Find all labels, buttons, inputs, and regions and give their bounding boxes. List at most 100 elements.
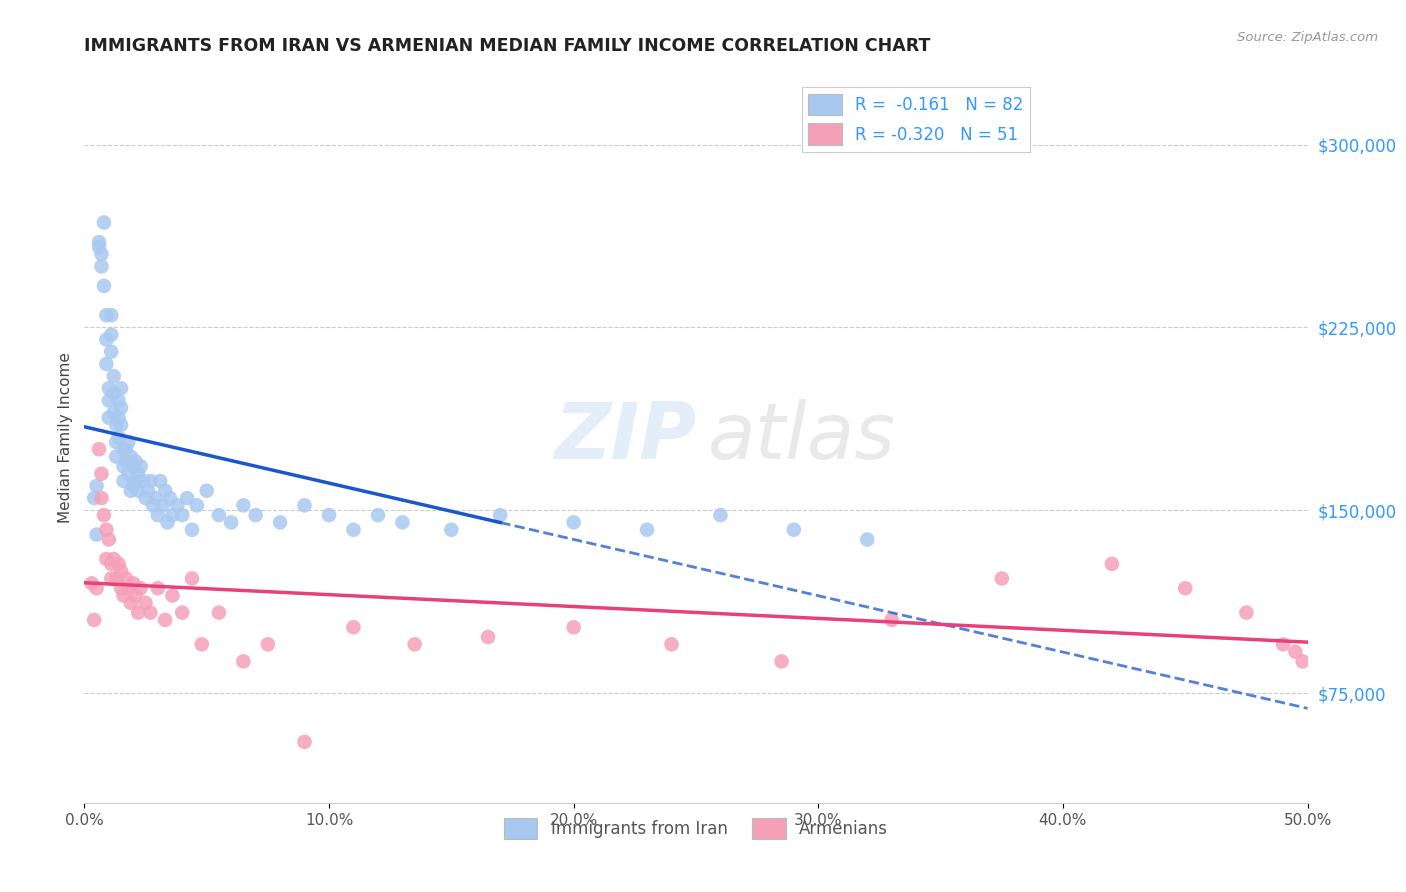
Point (181, 523, 204, 537)
Point (294, 499, 316, 513)
Point (120, 450, 142, 464)
Point (125, 474, 148, 488)
Point (120, 483, 142, 498)
Point (709, 508, 731, 522)
Point (120, 596, 142, 610)
Point (96, 308, 118, 322)
Point (208, 606, 231, 620)
Text: Source: ZipAtlas.com: Source: ZipAtlas.com (1237, 31, 1378, 45)
Point (100, 572, 122, 586)
Point (191, 637, 214, 651)
Point (186, 499, 208, 513)
Point (318, 508, 340, 522)
Point (86, 527, 108, 541)
Point (208, 508, 231, 522)
Point (112, 442, 135, 457)
Y-axis label: Median Family Income: Median Family Income (58, 351, 73, 523)
Point (105, 572, 128, 586)
Legend: Immigrants from Iran, Armenians: Immigrants from Iran, Armenians (498, 811, 894, 846)
Point (562, 516, 585, 530)
Point (132, 474, 155, 488)
Point (391, 516, 413, 530)
Point (83, 613, 105, 627)
Point (166, 499, 188, 513)
Point (1292, 654, 1315, 668)
Point (117, 467, 139, 481)
Point (489, 508, 512, 522)
Point (112, 459, 135, 474)
Point (97, 393, 120, 408)
Point (96, 552, 118, 566)
Point (112, 474, 135, 488)
Point (110, 564, 132, 578)
Point (880, 613, 903, 627)
Point (115, 454, 138, 468)
Point (103, 552, 125, 566)
Point (1174, 581, 1197, 595)
Point (162, 508, 184, 522)
Point (153, 483, 176, 498)
Point (232, 654, 254, 668)
Point (294, 735, 316, 749)
Text: IMMIGRANTS FROM IRAN VS ARMENIAN MEDIAN FAMILY INCOME CORRELATION CHART: IMMIGRANTS FROM IRAN VS ARMENIAN MEDIAN … (84, 37, 931, 54)
Point (783, 523, 806, 537)
Point (661, 637, 683, 651)
Point (176, 491, 198, 505)
Point (96, 333, 118, 347)
Point (90, 247, 112, 261)
Point (129, 581, 152, 595)
Point (269, 516, 291, 530)
Point (152, 499, 174, 513)
Point (404, 637, 426, 651)
Point (83, 491, 105, 505)
Point (105, 417, 128, 432)
Point (110, 417, 132, 432)
Point (135, 491, 157, 505)
Point (100, 308, 122, 322)
Point (149, 474, 172, 488)
Point (143, 491, 166, 505)
Point (122, 479, 145, 493)
Point (1101, 557, 1123, 571)
Point (93, 279, 115, 293)
Point (136, 483, 159, 498)
Point (146, 508, 169, 522)
Point (636, 523, 658, 537)
Text: ZIP: ZIP (554, 399, 696, 475)
Point (562, 620, 585, 634)
Point (172, 606, 194, 620)
Point (232, 499, 254, 513)
Point (125, 589, 148, 603)
Point (90, 467, 112, 481)
Point (342, 620, 364, 634)
Point (1236, 606, 1258, 620)
Point (122, 459, 145, 474)
Point (107, 393, 129, 408)
Point (115, 572, 138, 586)
Point (127, 483, 149, 498)
Point (156, 516, 179, 530)
Point (127, 467, 149, 481)
Point (440, 523, 463, 537)
Point (856, 533, 879, 547)
Point (181, 572, 204, 586)
Point (105, 450, 128, 464)
Point (87, 442, 110, 457)
Point (100, 327, 122, 342)
Point (103, 369, 125, 384)
Point (195, 483, 218, 498)
Point (100, 344, 122, 359)
Point (142, 499, 165, 513)
Point (105, 434, 128, 449)
Point (112, 589, 135, 603)
Point (103, 406, 125, 420)
Text: atlas: atlas (709, 399, 896, 475)
Point (103, 386, 125, 401)
Point (110, 401, 132, 415)
Point (117, 434, 139, 449)
Point (86, 479, 108, 493)
Point (97, 410, 120, 425)
Point (127, 606, 149, 620)
Point (107, 430, 129, 444)
Point (122, 576, 145, 591)
